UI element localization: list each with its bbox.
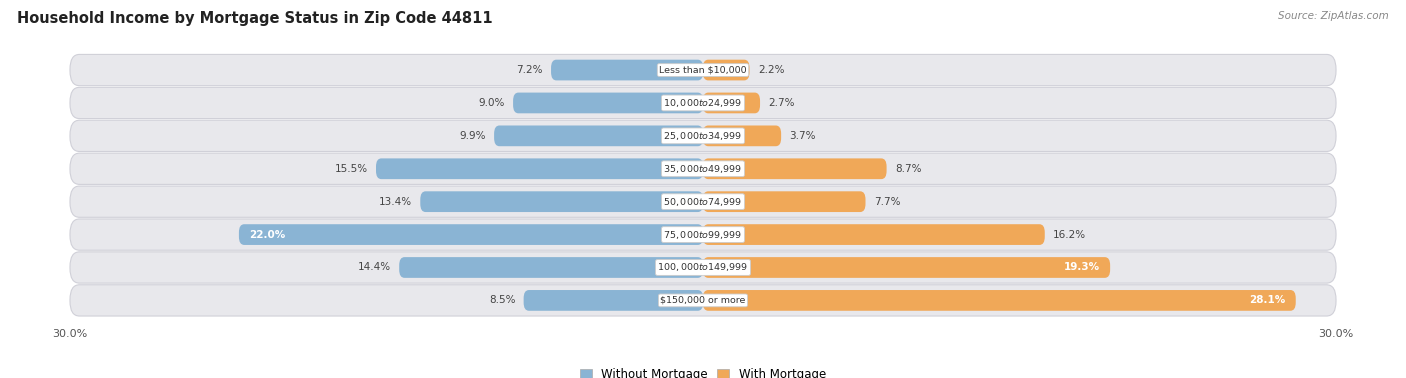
Text: $50,000 to $74,999: $50,000 to $74,999 [664,196,742,208]
FancyBboxPatch shape [703,224,1045,245]
FancyBboxPatch shape [703,125,782,146]
FancyBboxPatch shape [523,290,703,311]
FancyBboxPatch shape [703,290,1296,311]
Text: 9.9%: 9.9% [460,131,486,141]
Text: Source: ZipAtlas.com: Source: ZipAtlas.com [1278,11,1389,21]
Text: 2.2%: 2.2% [758,65,785,75]
FancyBboxPatch shape [551,60,703,81]
Legend: Without Mortgage, With Mortgage: Without Mortgage, With Mortgage [581,368,825,378]
Text: 14.4%: 14.4% [357,262,391,273]
Text: 8.5%: 8.5% [489,295,515,305]
Text: $100,000 to $149,999: $100,000 to $149,999 [658,262,748,274]
FancyBboxPatch shape [703,257,1111,278]
Text: $25,000 to $34,999: $25,000 to $34,999 [664,130,742,142]
Text: 7.7%: 7.7% [873,197,900,207]
Text: 28.1%: 28.1% [1249,295,1285,305]
FancyBboxPatch shape [494,125,703,146]
FancyBboxPatch shape [70,285,1336,316]
FancyBboxPatch shape [375,158,703,179]
FancyBboxPatch shape [70,54,1336,86]
Text: $150,000 or more: $150,000 or more [661,296,745,305]
FancyBboxPatch shape [420,191,703,212]
FancyBboxPatch shape [70,153,1336,184]
FancyBboxPatch shape [70,87,1336,119]
Text: $35,000 to $49,999: $35,000 to $49,999 [664,163,742,175]
Text: 7.2%: 7.2% [516,65,543,75]
FancyBboxPatch shape [399,257,703,278]
FancyBboxPatch shape [703,93,761,113]
Text: 9.0%: 9.0% [478,98,505,108]
Text: $75,000 to $99,999: $75,000 to $99,999 [664,229,742,240]
FancyBboxPatch shape [513,93,703,113]
Text: 22.0%: 22.0% [250,229,285,240]
Text: 3.7%: 3.7% [790,131,815,141]
FancyBboxPatch shape [239,224,703,245]
Text: 19.3%: 19.3% [1063,262,1099,273]
FancyBboxPatch shape [70,252,1336,283]
Text: 8.7%: 8.7% [896,164,921,174]
FancyBboxPatch shape [703,158,887,179]
Text: Household Income by Mortgage Status in Zip Code 44811: Household Income by Mortgage Status in Z… [17,11,492,26]
FancyBboxPatch shape [703,60,749,81]
FancyBboxPatch shape [70,219,1336,250]
Text: 13.4%: 13.4% [378,197,412,207]
FancyBboxPatch shape [703,191,866,212]
Text: 16.2%: 16.2% [1053,229,1087,240]
FancyBboxPatch shape [70,120,1336,152]
Text: Less than $10,000: Less than $10,000 [659,65,747,74]
Text: 15.5%: 15.5% [335,164,368,174]
Text: $10,000 to $24,999: $10,000 to $24,999 [664,97,742,109]
Text: 2.7%: 2.7% [768,98,794,108]
FancyBboxPatch shape [70,186,1336,217]
